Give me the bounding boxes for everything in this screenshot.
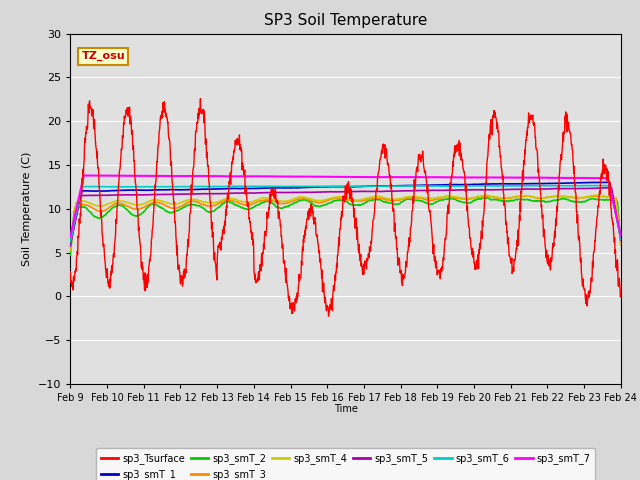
- Text: TZ_osu: TZ_osu: [81, 51, 125, 61]
- Title: SP3 Soil Temperature: SP3 Soil Temperature: [264, 13, 428, 28]
- Legend: sp3_Tsurface, sp3_smT_1, sp3_smT_2, sp3_smT_3, sp3_smT_4, sp3_smT_5, sp3_smT_6, : sp3_Tsurface, sp3_smT_1, sp3_smT_2, sp3_…: [96, 448, 595, 480]
- Y-axis label: Soil Temperature (C): Soil Temperature (C): [22, 152, 33, 266]
- X-axis label: Time: Time: [333, 405, 358, 414]
